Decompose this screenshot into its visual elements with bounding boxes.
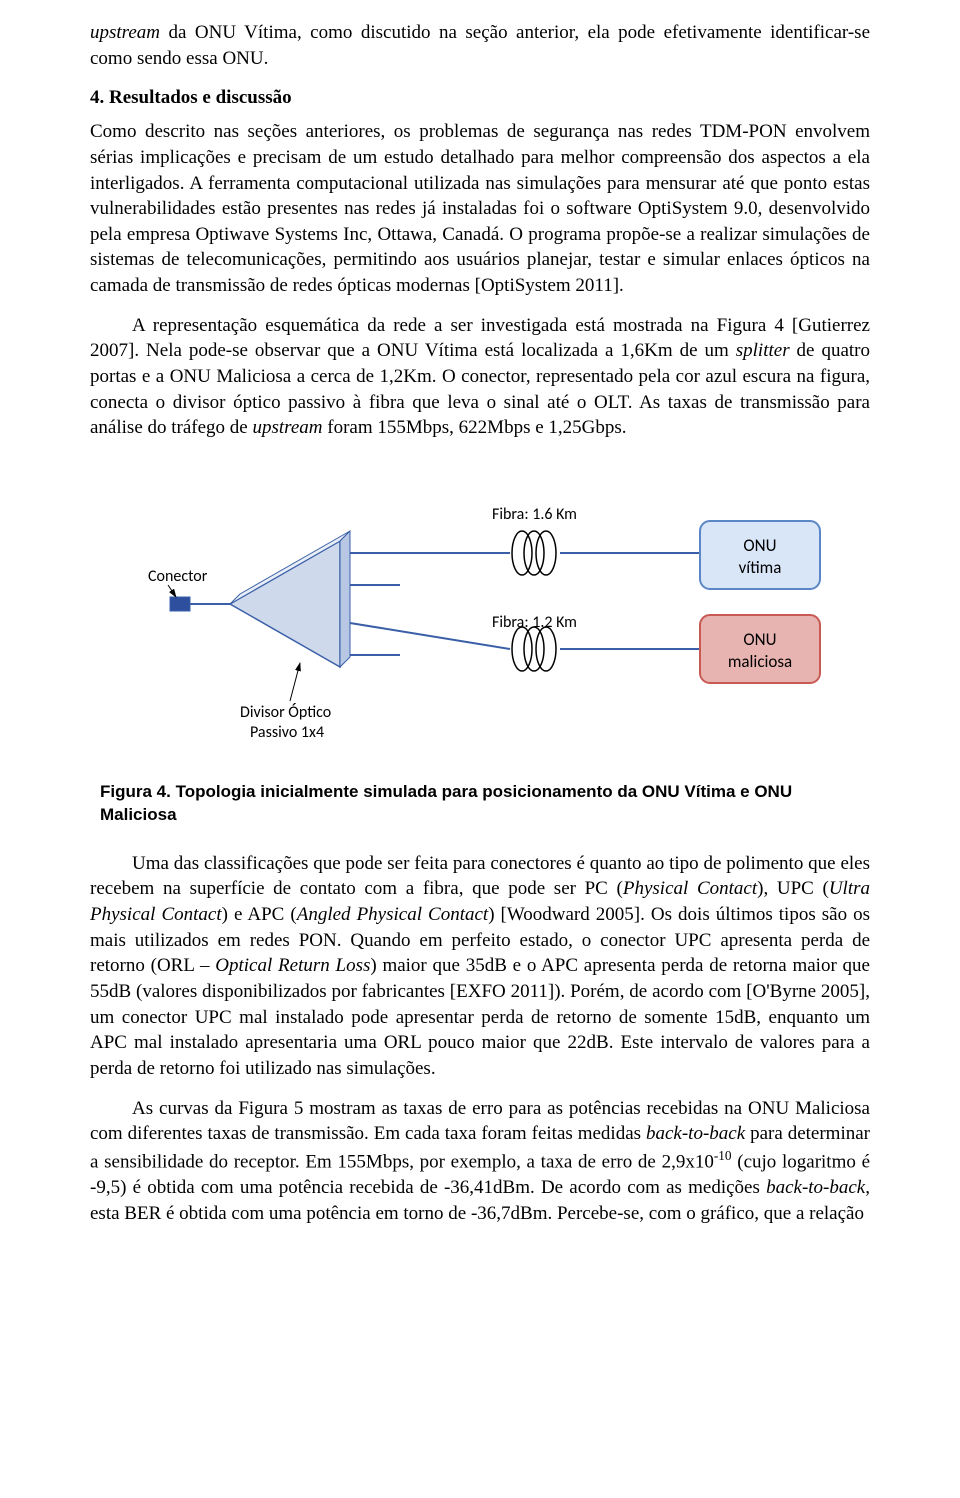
italic-text: Angled Physical Contact bbox=[297, 904, 488, 925]
figure-4: ConectorFibra: 1.6 KmFibra: 1.2 KmONUvít… bbox=[90, 471, 870, 761]
paragraph-text: ) e APC ( bbox=[222, 904, 297, 925]
svg-text:Divisor Óptico: Divisor Óptico bbox=[240, 703, 331, 722]
paragraph-5: As curvas da Figura 5 mostram as taxas d… bbox=[90, 1096, 870, 1227]
svg-text:Fibra: 1.6 Km: Fibra: 1.6 Km bbox=[492, 505, 577, 524]
svg-text:Fibra: 1.2 Km: Fibra: 1.2 Km bbox=[492, 613, 577, 632]
paragraph-3: A representação esquemática da rede a se… bbox=[90, 313, 870, 441]
italic-text: upstream bbox=[252, 417, 322, 438]
italic-text: Optical Return Loss bbox=[215, 955, 370, 976]
superscript: -10 bbox=[714, 1148, 732, 1163]
paragraph-text: da ONU Vítima, como discutido na seção a… bbox=[90, 22, 870, 69]
svg-text:vítima: vítima bbox=[739, 557, 782, 578]
italic-text: back-to-back bbox=[646, 1123, 745, 1144]
italic-text: splitter bbox=[736, 340, 790, 361]
italic-text: back-to-back bbox=[766, 1177, 865, 1198]
paragraph-text: ), UPC ( bbox=[757, 878, 829, 899]
figure-caption: Figura 4. Topologia inicialmente simulad… bbox=[100, 781, 860, 827]
intro-paragraph: upstream da ONU Vítima, como discutido n… bbox=[90, 20, 870, 71]
italic-text: upstream bbox=[90, 22, 160, 43]
paragraph-text: foram 155Mbps, 622Mbps e 1,25Gbps. bbox=[323, 417, 627, 438]
svg-text:ONU: ONU bbox=[743, 629, 776, 650]
svg-text:Passivo 1x4: Passivo 1x4 bbox=[250, 723, 324, 742]
paragraph-4: Uma das classificações que pode ser feit… bbox=[90, 851, 870, 1082]
svg-text:Conector: Conector bbox=[148, 567, 208, 586]
section-heading: 4. Resultados e discussão bbox=[90, 87, 870, 109]
paragraph-2: Como descrito nas seções anteriores, os … bbox=[90, 119, 870, 298]
italic-text: Physical Contact bbox=[623, 878, 757, 899]
network-diagram: ConectorFibra: 1.6 KmFibra: 1.2 KmONUvít… bbox=[90, 471, 870, 761]
svg-text:ONU: ONU bbox=[743, 535, 776, 556]
svg-text:maliciosa: maliciosa bbox=[728, 651, 792, 672]
